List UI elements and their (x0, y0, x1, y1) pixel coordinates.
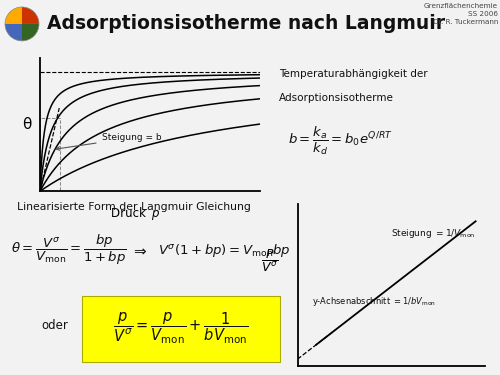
Wedge shape (22, 7, 39, 24)
Text: Adsorptionsisotherme: Adsorptionsisotherme (279, 93, 394, 103)
Text: $b = \dfrac{k_a}{k_d} = b_0 e^{Q/RT}$: $b = \dfrac{k_a}{k_d} = b_0 e^{Q/RT}$ (288, 124, 393, 157)
Text: $\dfrac{P}{V^\sigma}$: $\dfrac{P}{V^\sigma}$ (262, 248, 279, 274)
Text: Steigung = b: Steigung = b (56, 133, 161, 150)
Wedge shape (5, 7, 22, 24)
Text: Adsorptionsisotherme nach Langmuir: Adsorptionsisotherme nach Langmuir (47, 14, 445, 33)
Text: Druck: Druck (112, 207, 150, 220)
Text: Grenzflächenchemie
SS 2006
Dr. R. Tuckermann: Grenzflächenchemie SS 2006 Dr. R. Tucker… (424, 3, 498, 25)
Text: $\dfrac{p}{V^\sigma} = \dfrac{p}{V_{\mathrm{mon}}} + \dfrac{1}{bV_{\mathrm{mon}}: $\dfrac{p}{V^\sigma} = \dfrac{p}{V_{\mat… (113, 311, 248, 346)
Text: $\theta = \dfrac{V^\sigma}{V_{\mathrm{mon}}} = \dfrac{bp}{1+bp}$: $\theta = \dfrac{V^\sigma}{V_{\mathrm{mo… (11, 233, 127, 267)
Text: Steigung $= 1/V_\mathrm{mon}$: Steigung $= 1/V_\mathrm{mon}$ (391, 227, 476, 240)
Text: Temperaturabhängigkeit der: Temperaturabhängigkeit der (279, 69, 428, 79)
Wedge shape (22, 24, 39, 41)
Bar (40, 117, 60, 191)
Wedge shape (5, 24, 22, 41)
Text: $V^\sigma(1+bp) = V_{\mathrm{mon}}bp$: $V^\sigma(1+bp) = V_{\mathrm{mon}}bp$ (158, 242, 290, 259)
Text: oder: oder (41, 319, 68, 332)
Text: Linearisierte Form der Langmuir Gleichung: Linearisierte Form der Langmuir Gleichun… (17, 202, 251, 212)
FancyBboxPatch shape (82, 296, 280, 362)
Text: y-Achsenabschnitt $= 1/bV_\mathrm{mon}$: y-Achsenabschnitt $= 1/bV_\mathrm{mon}$ (312, 295, 436, 307)
Text: p: p (151, 207, 158, 220)
Text: θ: θ (22, 117, 31, 132)
Text: $\Rightarrow$: $\Rightarrow$ (131, 243, 148, 258)
